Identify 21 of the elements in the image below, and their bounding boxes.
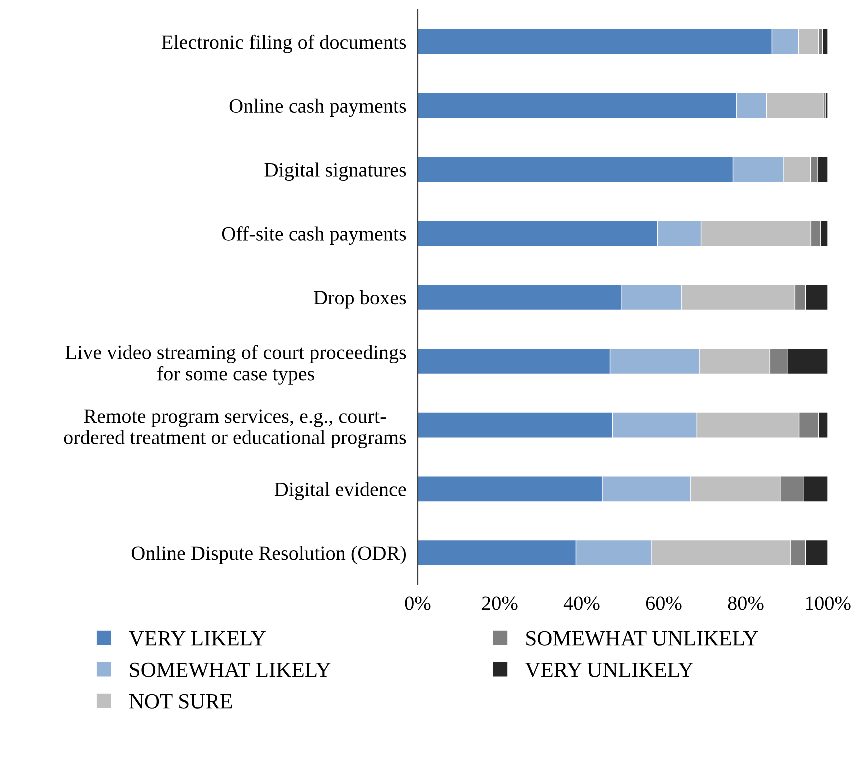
x-tick-label: 80% bbox=[728, 596, 764, 610]
legend-label: VERY UNLIKELY bbox=[525, 663, 694, 678]
y-tick-label: Digital signatures bbox=[264, 162, 406, 182]
y-tick-label: Electronic filing of documents bbox=[162, 34, 406, 54]
y-tick-label: Digital evidence bbox=[274, 482, 406, 500]
x-tick-label: 40% bbox=[564, 596, 600, 610]
y-tick-label: Remote program services, e.g., court- ordered treatment or educational programs bbox=[64, 410, 406, 449]
y-tick-label: Online Dispute Resolution (ODR) bbox=[132, 546, 406, 564]
x-tick-label: 20% bbox=[482, 596, 518, 610]
bar bbox=[822, 28, 828, 56]
y-tick-label: Off-site cash payments bbox=[222, 226, 406, 246]
y-tick-label: Live video streaming of court proceedings for some case types bbox=[66, 345, 406, 385]
x-tick-label: 100% bbox=[806, 596, 851, 610]
legend-label: SOMEWHAT LIKELY bbox=[130, 662, 331, 678]
legend-label: VERY LIKELY bbox=[129, 632, 266, 646]
y-tick-label: Drop boxes bbox=[314, 290, 406, 309]
y-tick-label: Online cash payments bbox=[230, 98, 406, 118]
legend-label: NOT SURE bbox=[130, 694, 232, 709]
x-tick-label: 60% bbox=[646, 596, 682, 610]
x-tick-label: 0% bbox=[405, 596, 431, 610]
legend-label: SOMEWHAT UNLIKELY bbox=[526, 631, 758, 646]
